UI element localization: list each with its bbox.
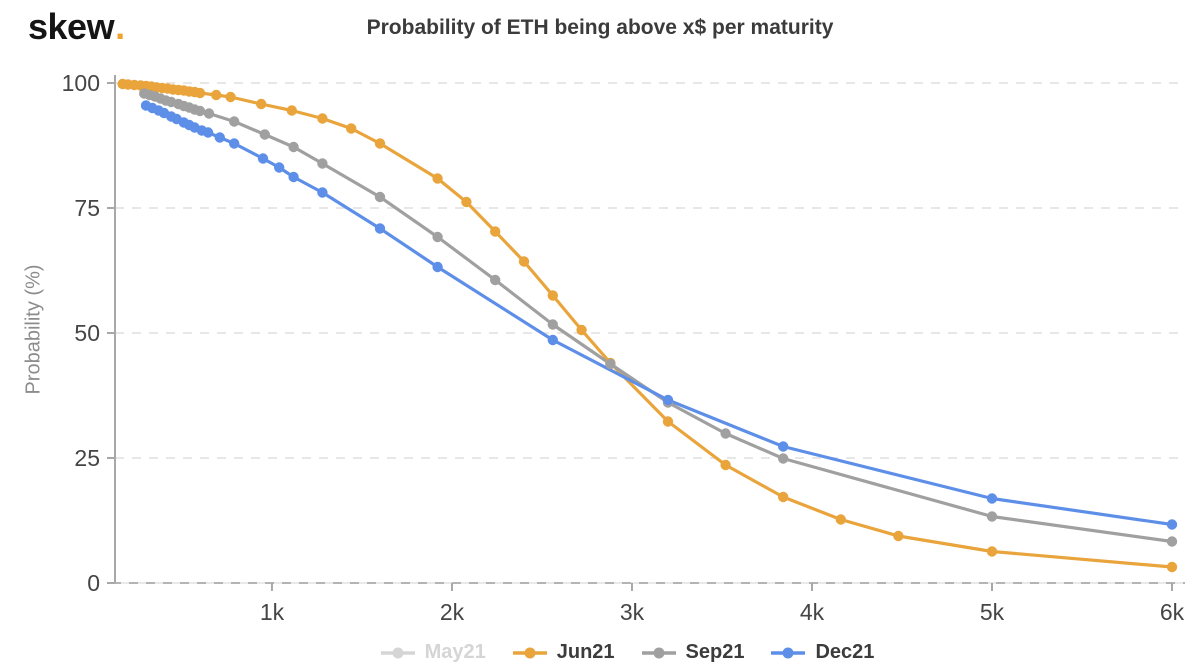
data-point-jun21: [518, 256, 530, 267]
data-point-jun21: [461, 196, 472, 208]
series-line-dec21: [144, 103, 1174, 527]
data-point-jun21: [211, 89, 222, 101]
legend-label-jun21: Jun21: [556, 641, 615, 663]
data-point-dec21: [202, 127, 214, 138]
legend-label-sep21: Sep21: [685, 641, 745, 663]
data-point-dec21: [432, 261, 443, 273]
series-line-sep21: [142, 91, 1174, 544]
data-point-sep21: [317, 158, 328, 169]
data-point-dec21: [986, 493, 998, 504]
data-point-dec21: [229, 138, 240, 149]
data-point-dec21: [662, 394, 674, 406]
x-tick-label: 3k: [620, 599, 645, 625]
data-point-jun21: [317, 113, 328, 124]
legend-marker-jun21: [512, 647, 547, 658]
data-point-dec21: [257, 153, 269, 164]
y-tick-label: 25: [74, 445, 100, 471]
data-point-jun21: [720, 459, 731, 471]
legend-label-dec21: Dec21: [815, 641, 875, 663]
x-tick-label: 2k: [440, 599, 465, 625]
legend-item-dec21[interactable]: Dec21: [770, 641, 874, 664]
x-tick-label: 4k: [800, 599, 825, 625]
data-point-dec21: [214, 132, 225, 143]
data-point-sep21: [778, 453, 789, 464]
data-point-jun21: [194, 87, 206, 99]
data-point-jun21: [1166, 561, 1178, 573]
data-point-jun21: [490, 226, 501, 237]
legend-item-jun21[interactable]: Jun21: [512, 641, 615, 664]
legend-marker-sep21: [641, 647, 676, 658]
data-point-jun21: [547, 290, 558, 301]
x-tick-label: 6k: [1160, 599, 1185, 625]
data-point-sep21: [288, 141, 299, 153]
data-point-dec21: [778, 441, 789, 452]
data-point-sep21: [259, 129, 270, 140]
data-point-jun21: [662, 416, 674, 427]
x-tick-label: 1k: [260, 599, 285, 625]
data-point-jun21: [778, 491, 789, 503]
data-point-dec21: [274, 162, 285, 173]
data-point-dec21: [1166, 519, 1178, 530]
data-point-jun21: [225, 91, 236, 103]
skew-logo: skew.: [28, 6, 125, 48]
data-point-dec21: [317, 187, 328, 198]
y-tick-label: 50: [74, 320, 100, 346]
y-tick-label: 75: [74, 195, 100, 221]
data-point-sep21: [203, 108, 215, 119]
data-point-jun21: [576, 324, 587, 336]
data-point-jun21: [374, 138, 386, 149]
y-tick-label: 100: [62, 70, 100, 96]
skew-logo-dot: .: [115, 6, 125, 47]
legend-item-sep21[interactable]: Sep21: [641, 641, 745, 664]
data-point-sep21: [194, 105, 206, 117]
data-point-jun21: [835, 514, 846, 525]
legend-label-may21: May21: [424, 641, 486, 663]
data-point-jun21: [346, 123, 357, 134]
data-point-dec21: [547, 334, 558, 346]
data-point-sep21: [374, 191, 386, 203]
data-point-jun21: [286, 105, 297, 116]
data-point-sep21: [1166, 536, 1178, 547]
data-point-jun21: [432, 173, 443, 184]
data-point-sep21: [605, 358, 616, 370]
legend-item-may21[interactable]: May21: [380, 641, 486, 664]
legend-marker-dec21: [771, 647, 806, 658]
legend: May21 Jun21 Sep21 Dec21: [27, 641, 1200, 664]
data-point-sep21: [229, 116, 240, 127]
data-point-jun21: [256, 98, 267, 110]
series-line-jun21: [121, 82, 1174, 569]
data-point-sep21: [986, 511, 998, 522]
chart-title: Probability of ETH being above x$ per ma…: [366, 16, 834, 39]
data-point-sep21: [432, 231, 443, 243]
data-point-sep21: [547, 319, 558, 330]
data-point-sep21: [490, 274, 501, 286]
x-tick-label: 5k: [980, 599, 1005, 625]
data-point-dec21: [374, 223, 386, 234]
data-point-jun21: [986, 546, 998, 557]
data-point-dec21: [288, 171, 299, 183]
data-point-sep21: [720, 428, 731, 439]
y-tick-label: 0: [87, 570, 100, 596]
data-point-jun21: [893, 530, 904, 542]
skew-logo-text: skew: [28, 6, 115, 47]
legend-marker-may21: [380, 647, 415, 658]
